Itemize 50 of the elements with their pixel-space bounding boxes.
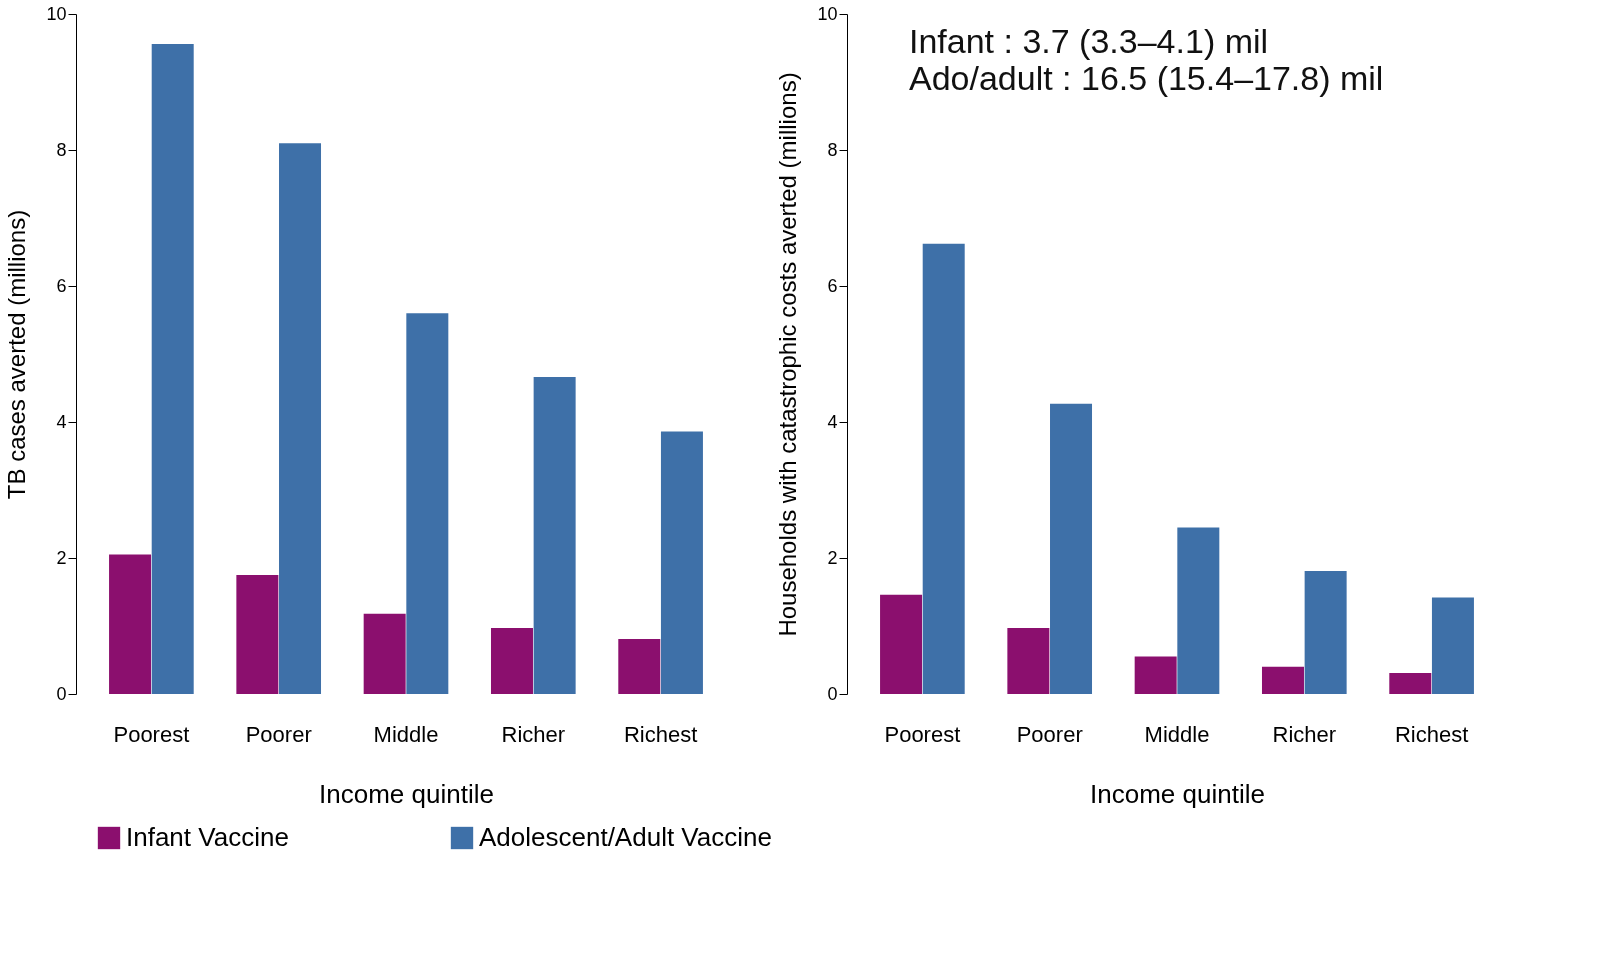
bar xyxy=(880,594,923,694)
annotation: Infant : 3.7 (3.3–4.1) mil xyxy=(909,21,1269,60)
y-tick-label: 6 xyxy=(56,275,67,296)
bar xyxy=(490,628,533,694)
y-tick-label: 10 xyxy=(817,3,838,24)
x-tick-label: Richer xyxy=(501,721,566,747)
bar xyxy=(406,313,449,694)
bar xyxy=(151,43,194,694)
bar xyxy=(1007,628,1050,694)
bar xyxy=(533,377,576,694)
y-tick-label: 0 xyxy=(827,683,838,704)
y-tick-label: 4 xyxy=(56,411,67,432)
x-tick-label: Middle xyxy=(1144,721,1210,747)
x-tick-label: Richest xyxy=(1394,721,1469,747)
legend-label: Adolescent/Adult Vaccine xyxy=(479,822,772,852)
x-axis-title: Income quintile xyxy=(1090,778,1265,809)
y-tick-label: 4 xyxy=(827,411,838,432)
bar xyxy=(363,613,406,694)
y-tick-label: 8 xyxy=(56,139,67,160)
bar xyxy=(1304,570,1347,694)
legend-label: Infant Vaccine xyxy=(126,822,289,852)
x-tick-label: Richest xyxy=(623,721,698,747)
x-tick-label: Poorest xyxy=(884,721,961,747)
bar xyxy=(660,431,703,694)
y-axis-title: Households with catastrophic costs averted (millions) xyxy=(774,72,802,637)
bar xyxy=(1389,672,1432,694)
x-tick-label: Poorer xyxy=(1016,721,1083,747)
y-tick-label: 2 xyxy=(827,547,838,568)
x-tick-label: Poorer xyxy=(245,721,312,747)
bar xyxy=(279,143,322,694)
bar xyxy=(1431,597,1474,694)
y-tick-label: 8 xyxy=(827,139,838,160)
bar xyxy=(1134,656,1177,694)
y-tick-label: 6 xyxy=(827,275,838,296)
bar xyxy=(922,243,965,694)
x-tick-label: Poorest xyxy=(113,721,190,747)
x-tick-label: Middle xyxy=(373,721,439,747)
y-tick-label: 0 xyxy=(56,683,67,704)
y-tick-label: 10 xyxy=(46,3,67,24)
bar xyxy=(618,638,661,694)
y-tick-label: 2 xyxy=(56,547,67,568)
annotation: Ado/adult : 16.5 (15.4–17.8) mil xyxy=(909,59,1384,98)
bar xyxy=(1177,527,1220,694)
bar xyxy=(109,554,152,694)
y-axis-title: TB cases averted (millions) xyxy=(3,209,31,500)
x-tick-label: Richer xyxy=(1272,721,1337,747)
bar xyxy=(1261,666,1304,694)
bar xyxy=(236,575,279,694)
bar xyxy=(1050,403,1093,694)
x-axis-title: Income quintile xyxy=(319,778,494,809)
